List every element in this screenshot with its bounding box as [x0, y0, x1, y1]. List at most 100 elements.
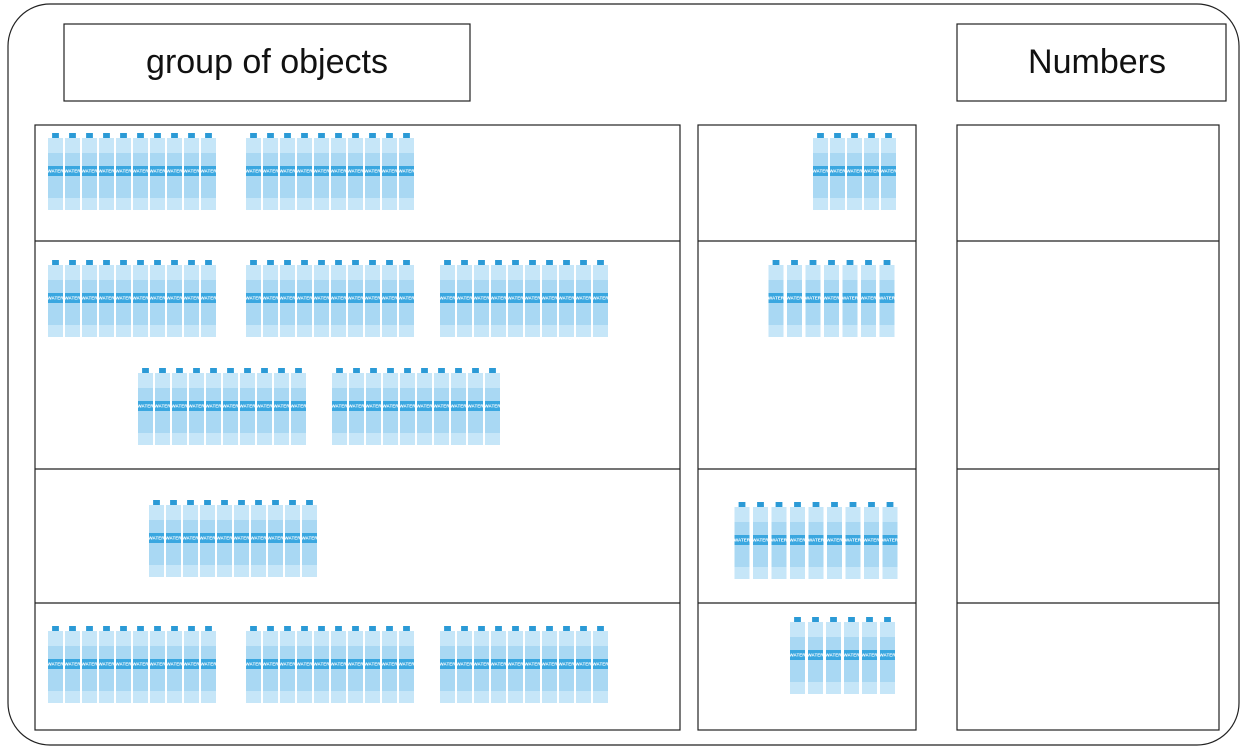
bottle: WATER [189, 368, 205, 445]
bottle-band [508, 659, 523, 669]
bottle-band [845, 535, 861, 545]
bottle-band [65, 659, 80, 669]
bottle-cap [512, 260, 519, 265]
bottle-band [525, 659, 540, 669]
bottle-label: WATER [880, 653, 897, 658]
bottle: WATER [808, 502, 825, 579]
bottle-band [116, 659, 131, 669]
bottle: WATER [844, 617, 860, 694]
bottle: WATER [400, 368, 416, 445]
bottle-cap [403, 260, 410, 265]
bottle-band [223, 401, 238, 411]
bottle-band [82, 659, 97, 669]
bottle: WATER [217, 500, 233, 577]
bottle-label: WATER [150, 662, 167, 667]
bottle-group: WATER WATER WATER WATER WATER WATER WATER WATER… [246, 626, 415, 703]
bottle-label: WATER [268, 536, 285, 541]
bottle: WATER [166, 500, 182, 577]
bottle-label: WATER [593, 662, 610, 667]
bottle-label: WATER [99, 296, 116, 301]
bottle-cap [386, 260, 393, 265]
bottle-band [559, 293, 574, 303]
bottle-cap [86, 260, 93, 265]
bottle: WATER [172, 368, 188, 445]
bottle: WATER [206, 368, 222, 445]
bottle: WATER [285, 500, 301, 577]
bottle-label: WATER [440, 662, 457, 667]
bottle-cap [580, 626, 587, 631]
bottle: WATER [451, 368, 467, 445]
bottle-cap [301, 260, 308, 265]
bottle-band [508, 293, 523, 303]
bottle-label: WATER [491, 662, 508, 667]
bottle: WATER [263, 626, 279, 703]
bottle-band [201, 659, 216, 669]
bottle-label: WATER [280, 662, 297, 667]
bottle-label: WATER [314, 662, 331, 667]
bottle-band [48, 659, 63, 669]
bottle-label: WATER [474, 296, 491, 301]
bottle: WATER [150, 626, 167, 703]
bottle-band [593, 659, 608, 669]
bottle-band [542, 659, 557, 669]
bottle: WATER [787, 260, 803, 337]
bottle-label: WATER [365, 296, 382, 301]
bottle-cap [772, 260, 780, 265]
bottle-label: WATER [99, 169, 116, 174]
bottle-label: WATER [223, 404, 240, 409]
bottle: WATER [790, 502, 806, 579]
bottle-label: WATER [879, 296, 896, 301]
bottle-label: WATER [882, 538, 899, 543]
bottle-band [440, 659, 455, 669]
bottle-band [559, 659, 574, 669]
bottle-cap [159, 368, 166, 373]
bottle-label: WATER [263, 296, 280, 301]
bottle-label: WATER [82, 296, 99, 301]
bottle-label: WATER [331, 296, 348, 301]
bottle: WATER [847, 133, 863, 210]
bottle-label: WATER [366, 404, 383, 409]
bottle: WATER [116, 133, 132, 210]
bottle-cap [335, 260, 342, 265]
bottle-cap [284, 260, 291, 265]
bottle-label: WATER [184, 296, 201, 301]
bottle-band [246, 659, 261, 669]
bottle-label: WATER [383, 404, 400, 409]
bottle-label: WATER [864, 538, 881, 543]
bottle-cap [52, 260, 59, 265]
bottle-cap [267, 133, 274, 138]
bottle: WATER [508, 626, 525, 703]
bottle-cap [546, 260, 553, 265]
bottle-label: WATER [365, 169, 382, 174]
bottle: WATER [184, 626, 200, 703]
bottle-band [844, 650, 859, 660]
bottle: WATER [133, 260, 149, 337]
bottle-band [366, 401, 381, 411]
bottle-label: WATER [417, 404, 434, 409]
bottle-label: WATER [813, 169, 830, 174]
bottle-label: WATER [116, 296, 133, 301]
bottle-label: WATER [790, 653, 807, 658]
bottle-label: WATER [257, 404, 274, 409]
bottle-band [48, 293, 63, 303]
bottle-cap [267, 626, 274, 631]
bottle-band [847, 166, 862, 176]
bottle: WATER [491, 260, 507, 337]
bottle-label: WATER [314, 169, 331, 174]
bottle-cap [812, 617, 819, 622]
bottle-band [881, 166, 896, 176]
bottle-cap [301, 133, 308, 138]
bottle-band [474, 659, 489, 669]
bottle-cap [387, 368, 394, 373]
bottle: WATER [332, 368, 348, 445]
bottle: WATER [280, 626, 297, 703]
bottle-label: WATER [508, 662, 525, 667]
bottle: WATER [805, 260, 822, 337]
ones-bottles: WATER WATER WATER WATER WATER WATER WATER WATER… [734, 502, 899, 579]
bottle: WATER [280, 133, 296, 210]
bottle-cap [278, 368, 285, 373]
bottle-cap [86, 626, 93, 631]
bottle-label: WATER [508, 296, 525, 301]
bottle-label: WATER [842, 296, 859, 301]
bottle-cap [812, 502, 820, 507]
